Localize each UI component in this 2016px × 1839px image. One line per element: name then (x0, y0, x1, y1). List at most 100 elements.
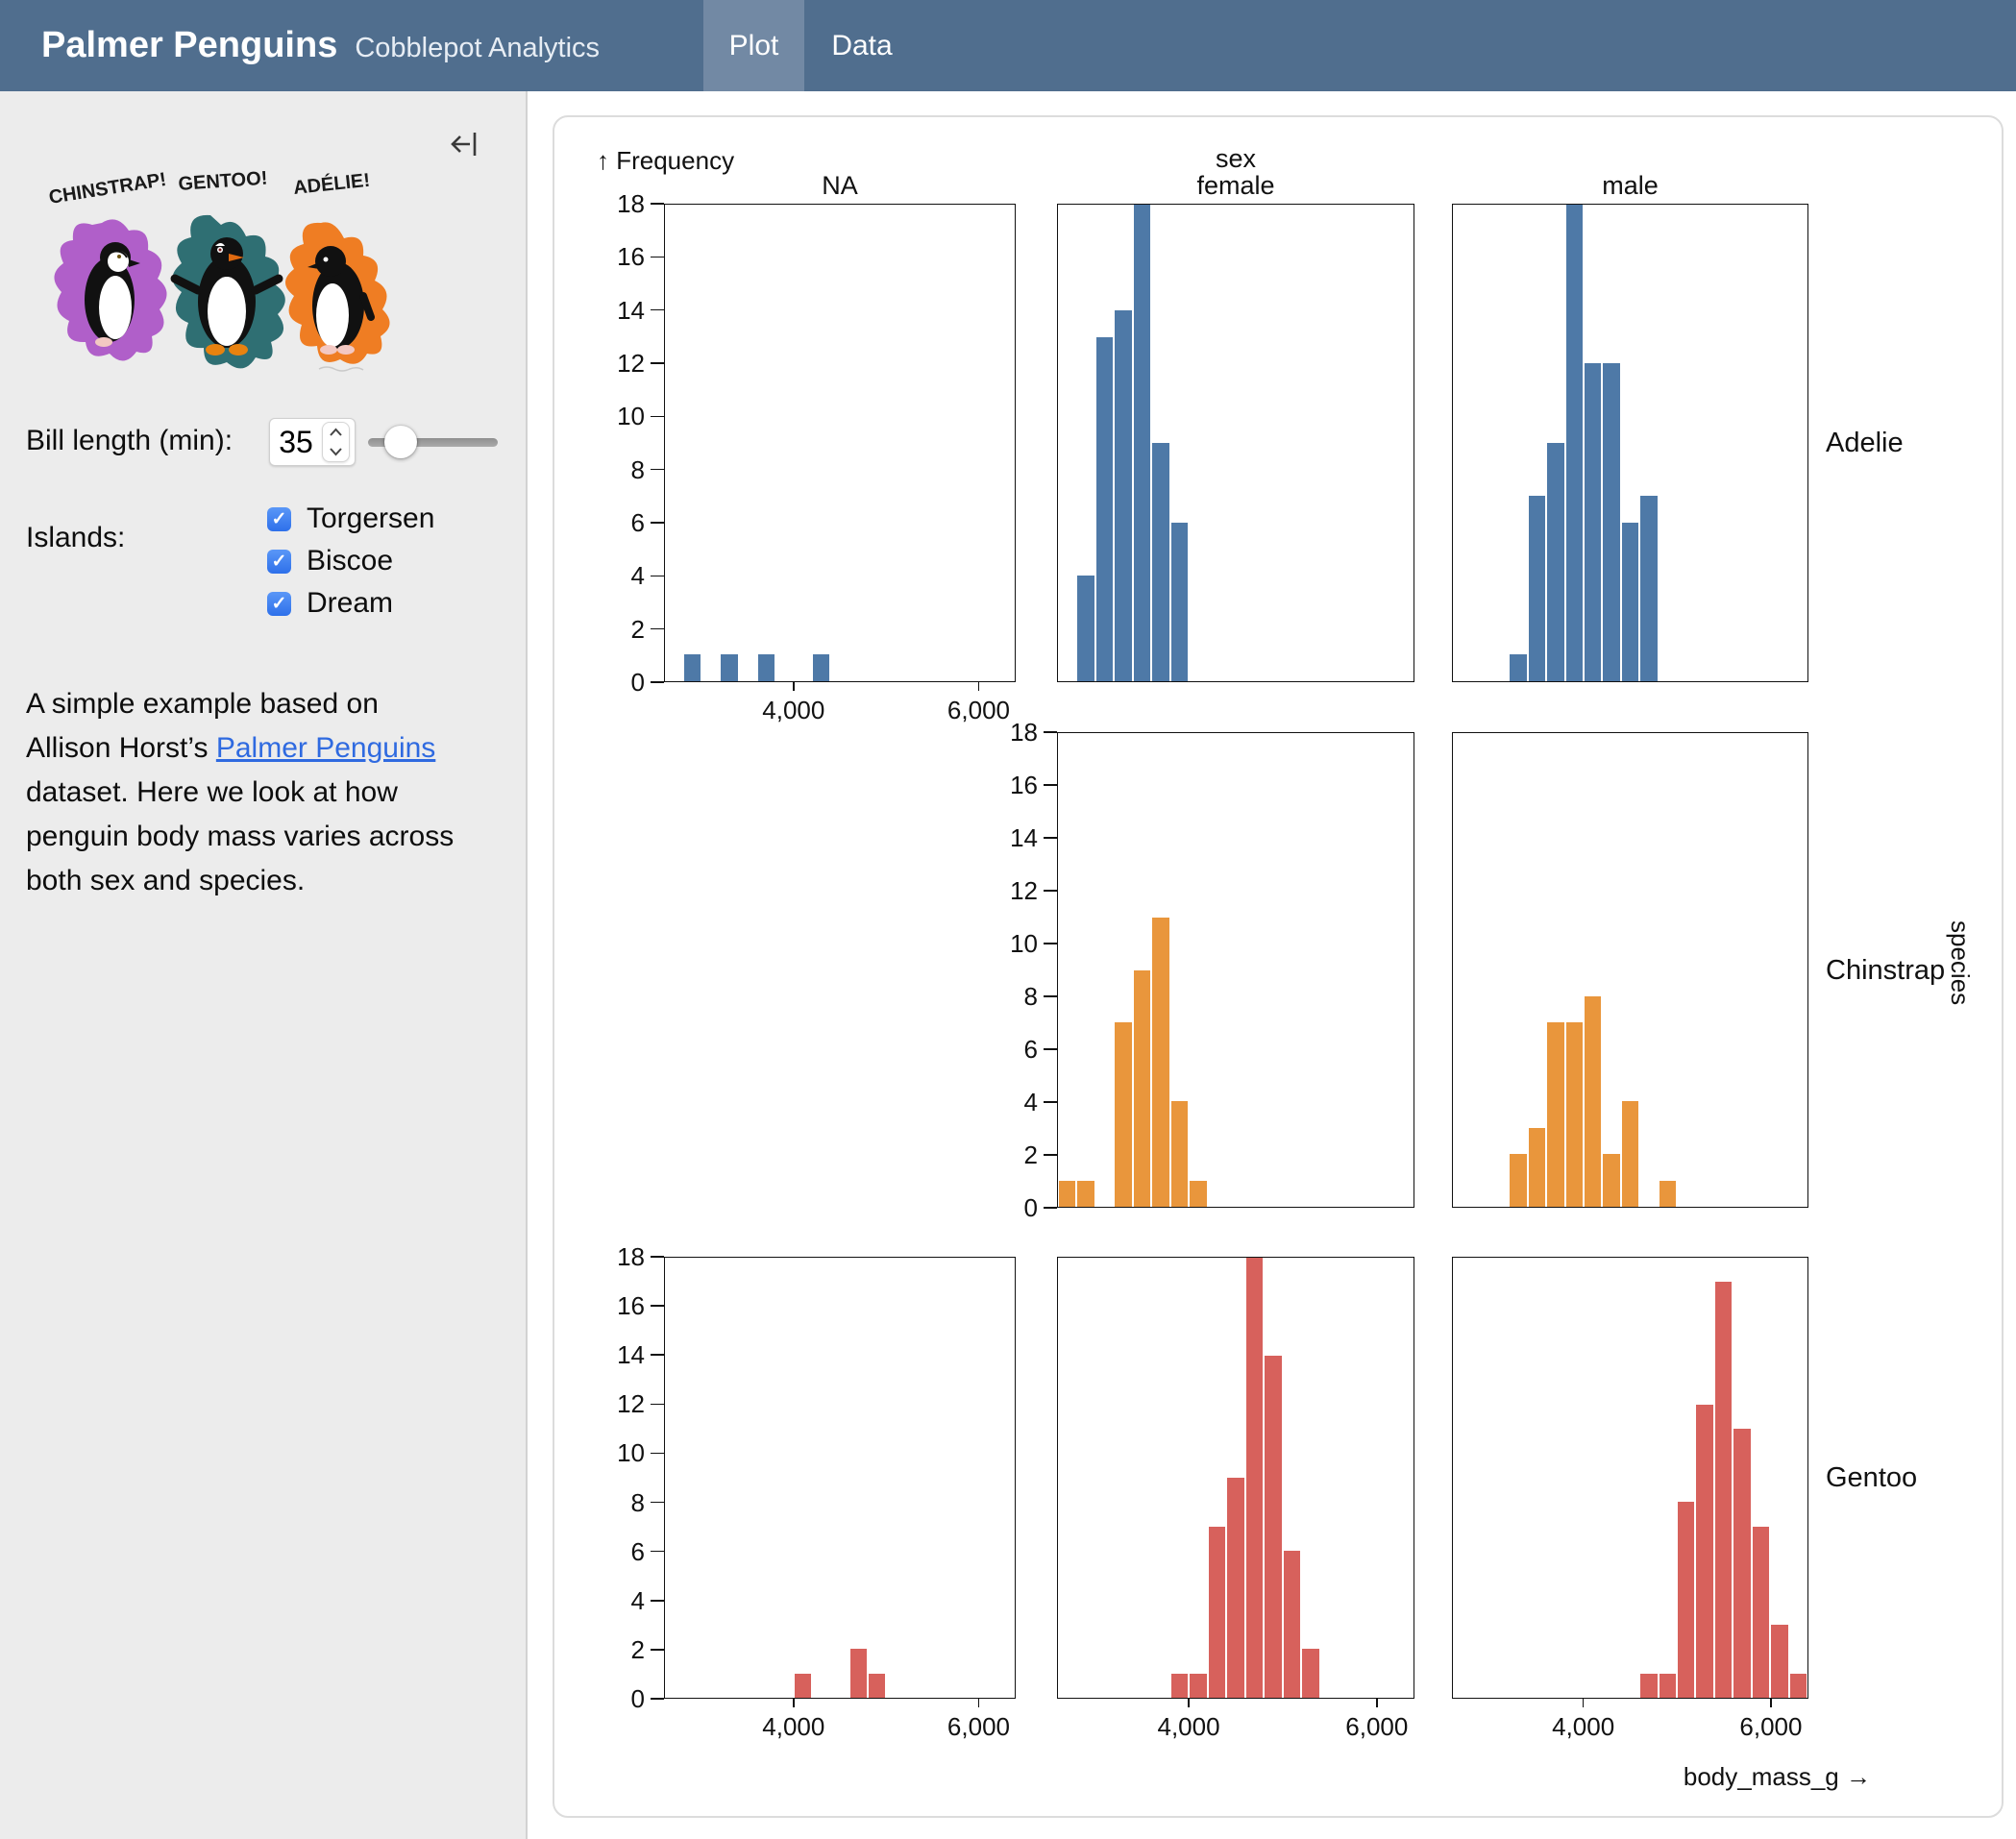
y-axis-tick (651, 627, 664, 630)
histogram-bar (1510, 654, 1527, 681)
y-axis-tick-label: 16 (617, 242, 645, 272)
histogram-bar (1640, 496, 1658, 681)
histogram-bar (1077, 1180, 1094, 1207)
y-axis-tick-label: 4 (1023, 1088, 1038, 1116)
y-axis-tick (651, 522, 664, 524)
y-axis-tick (651, 1698, 664, 1700)
histogram-bar (1547, 1022, 1564, 1207)
y-axis-tick-label: 4 (630, 561, 645, 591)
sidebar-collapse-icon[interactable] (448, 128, 480, 160)
checkbox-dream[interactable]: ✓ (267, 591, 291, 616)
histogram-bar (1696, 1404, 1713, 1698)
histogram-bar (1547, 443, 1564, 681)
histogram-bar (1265, 1355, 1282, 1698)
histogram-bar (1170, 1673, 1189, 1698)
histogram-bar (1077, 575, 1094, 681)
y-axis-tick-label: 14 (617, 295, 645, 325)
y-axis-tick (1044, 1154, 1057, 1156)
histogram-bar (1170, 1101, 1189, 1207)
facet-col-header-NA: NA (822, 171, 858, 200)
description-after-link: dataset. Here we look at how penguin bod… (26, 776, 455, 896)
y-axis-tick (651, 468, 664, 471)
histogram-bar (1678, 1502, 1695, 1698)
x-axis-tick-label: 6,000 (947, 696, 1010, 724)
tab-plot[interactable]: Plot (703, 0, 804, 91)
brand: Palmer Penguins Cobblepot Analytics (41, 0, 600, 91)
y-axis-tick (1044, 943, 1057, 944)
histogram-bar (1302, 1649, 1319, 1698)
app-title: Palmer Penguins (41, 25, 338, 65)
histogram-bar (1208, 1526, 1226, 1698)
palmer-penguins-link[interactable]: Palmer Penguins (215, 732, 436, 764)
y-axis-tick (651, 308, 664, 311)
histogram-bar (1190, 1673, 1207, 1698)
facet-row-label-Gentoo: Gentoo (1826, 1462, 1918, 1493)
facet-panel-Chinstrap-female (1057, 732, 1414, 1208)
checkbox-biscoe[interactable]: ✓ (267, 549, 291, 574)
facet-row-label-Adelie: Adelie (1826, 428, 1904, 458)
histogram-bar (1059, 1180, 1076, 1207)
x-axis-tick (793, 682, 795, 691)
y-axis-tick-label: 14 (1010, 823, 1038, 852)
histogram-bar (1245, 1258, 1264, 1698)
histogram-bar (1133, 205, 1151, 681)
histogram-bar (757, 654, 774, 681)
y-axis-tick (1044, 1048, 1057, 1050)
y-axis-tick (1044, 837, 1057, 839)
x-axis-tick-label: 4,000 (1157, 1712, 1220, 1741)
facet-row-axis-title: species (1946, 920, 1975, 1006)
island-option-torgersen: ✓ Torgersen (267, 503, 434, 534)
histogram-bar (1621, 522, 1639, 681)
histogram-bar (1528, 496, 1546, 681)
histogram-bar (1565, 205, 1583, 681)
bill-length-input[interactable]: 35 (269, 418, 356, 466)
y-axis-tick (651, 575, 664, 577)
bill-length-slider-thumb[interactable] (384, 426, 417, 458)
checkbox-torgersen[interactable]: ✓ (267, 506, 291, 531)
bill-length-value[interactable]: 35 (279, 424, 313, 459)
facet-panel-Adelie-female (1057, 204, 1414, 682)
y-axis-tick-label: 12 (617, 349, 645, 378)
artwork-label-adelie: ADÉLIE! (292, 169, 371, 199)
y-axis-title: ↑ Frequency (597, 146, 735, 175)
y-axis-tick-label: 16 (617, 1291, 645, 1321)
y-axis-tick-label: 18 (617, 189, 645, 218)
y-axis-tick-label: 4 (630, 1585, 645, 1615)
histogram-bar (1152, 917, 1169, 1207)
histogram-bar (1133, 969, 1151, 1207)
y-axis-tick (651, 1403, 664, 1406)
app-header: Palmer Penguins Cobblepot Analytics Plot… (0, 0, 2016, 91)
penguins-artwork: CHINSTRAP! GENTOO! ADÉLIE! (33, 165, 390, 392)
histogram-bar (813, 654, 830, 681)
tab-data[interactable]: Data (831, 29, 893, 61)
facet-col-header-female: female (1196, 171, 1275, 200)
facet-panel-Adelie-male (1452, 204, 1808, 682)
facet-panel-Adelie-NA (664, 204, 1016, 682)
y-axis-tick-label: 0 (1023, 1193, 1038, 1222)
histogram-bar (849, 1649, 867, 1698)
y-axis-tick-label: 12 (617, 1389, 645, 1419)
y-axis-tick (651, 256, 664, 258)
artwork-label-chinstrap: CHINSTRAP! (47, 169, 167, 208)
y-axis-tick (1044, 731, 1057, 733)
facet-panel-Gentoo-female (1057, 1257, 1414, 1699)
histogram-bar (1095, 336, 1114, 681)
histogram-bar (1152, 443, 1169, 681)
y-axis-tick-label: 14 (617, 1340, 645, 1370)
bill-length-slider-track[interactable] (368, 438, 498, 447)
y-axis-tick (1044, 995, 1057, 997)
y-axis-tick-label: 10 (1010, 929, 1038, 958)
histogram-bar (1771, 1624, 1788, 1698)
stepper-up-icon[interactable] (323, 423, 349, 442)
x-axis-tick-label: 6,000 (947, 1712, 1010, 1741)
number-stepper (322, 422, 350, 462)
y-axis-tick (651, 1452, 664, 1455)
y-axis-tick (1044, 1207, 1057, 1209)
stepper-down-icon[interactable] (323, 442, 349, 461)
checkbox-dream-label: Dream (307, 587, 394, 619)
histogram-bar (1190, 1180, 1207, 1207)
histogram-bar (1584, 363, 1602, 681)
histogram-bar (1752, 1526, 1770, 1698)
plot-card: ↑ Frequency body_mass_g → species 0 2 4 6 8 1… (553, 115, 2004, 1818)
y-axis-tick-label: 6 (1023, 1035, 1038, 1064)
